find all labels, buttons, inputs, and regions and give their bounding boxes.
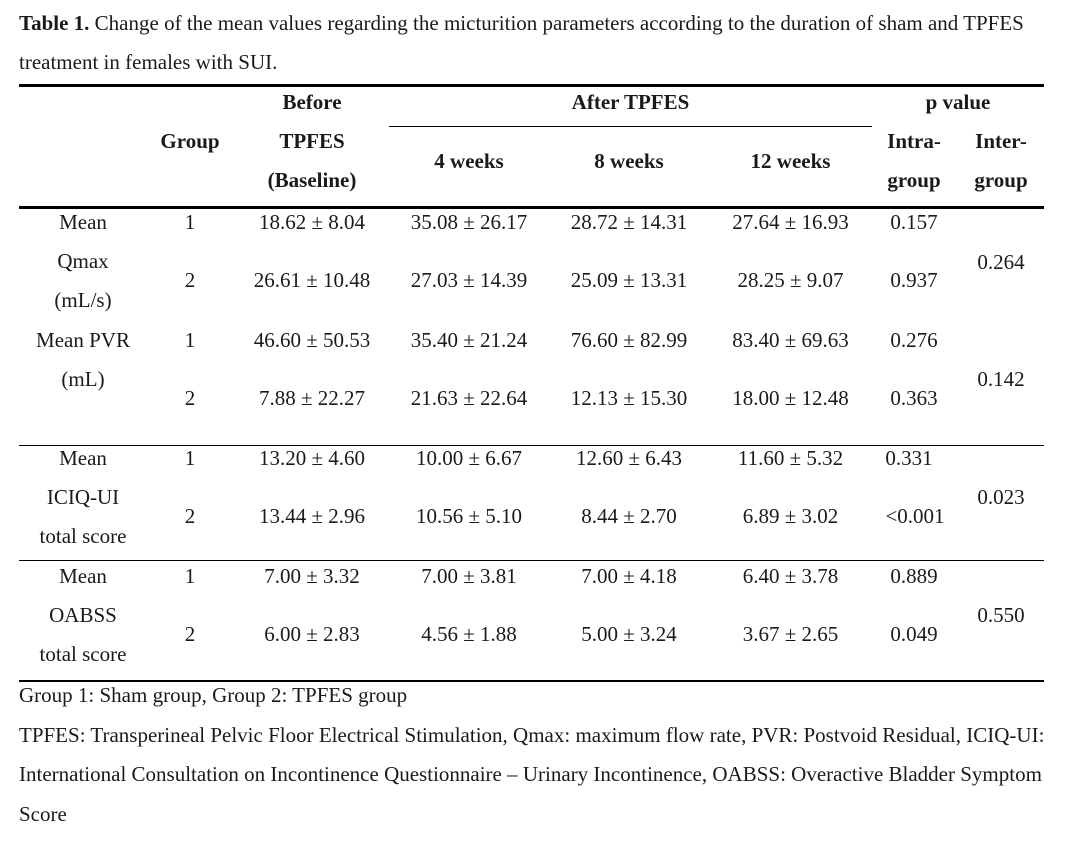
header-8-weeks: 8 weeks xyxy=(594,149,664,173)
table-top-rule xyxy=(19,84,1044,87)
header-intra-line1: Intra- xyxy=(887,129,941,153)
row-label-iciq-line2: ICIQ-UI xyxy=(46,485,120,509)
table-footnotes: Group 1: Sham group, Group 2: TPFES grou… xyxy=(19,676,1049,834)
iciq-g1-baseline: 13.20 ± 4.60 xyxy=(258,446,366,470)
row-label-qmax-line3: (mL/s) xyxy=(54,288,112,312)
header-before-line1: Before xyxy=(282,90,342,114)
oabss-inter: 0.550 xyxy=(977,603,1025,627)
qmax-g2-baseline: 26.61 ± 10.48 xyxy=(253,268,371,292)
pvr-g1-8w: 76.60 ± 82.99 xyxy=(570,328,688,352)
qmax-g2-intra: 0.937 xyxy=(890,268,938,292)
iciq-inter: 0.023 xyxy=(977,485,1025,509)
iciq-g1-intra: 0.331 xyxy=(885,446,933,470)
qmax-inter: 0.264 xyxy=(977,250,1025,274)
caption-text: Change of the mean values regarding the … xyxy=(19,11,1024,74)
pvr-g1-group: 1 xyxy=(184,328,196,352)
iciq-g2-baseline: 13.44 ± 2.96 xyxy=(258,504,366,528)
header-inter-line2: group xyxy=(974,168,1028,192)
footnote-abbreviations: TPFES: Transperineal Pelvic Floor Electr… xyxy=(19,722,1045,826)
qmax-g1-intra: 0.157 xyxy=(890,210,938,234)
iciq-g2-8w: 8.44 ± 2.70 xyxy=(581,504,677,528)
header-group: Group xyxy=(160,129,220,153)
oabss-g2-group: 2 xyxy=(184,622,196,646)
table-caption: Table 1. Change of the mean values regar… xyxy=(19,4,1049,82)
row-label-pvr-line1: Mean PVR xyxy=(36,328,130,352)
after-tpfes-underline xyxy=(389,126,872,127)
row-label-oabss-line1: Mean xyxy=(59,564,107,588)
oabss-g1-intra: 0.889 xyxy=(890,564,938,588)
oabss-g1-4w: 7.00 ± 3.81 xyxy=(421,564,517,588)
oabss-g2-8w: 5.00 ± 3.24 xyxy=(581,622,677,646)
oabss-g2-4w: 4.56 ± 1.88 xyxy=(421,622,517,646)
header-before-line3: (Baseline) xyxy=(267,168,357,192)
pvr-g2-8w: 12.13 ± 15.30 xyxy=(570,386,688,410)
section-divider-2 xyxy=(19,560,1044,561)
row-label-qmax-line2: Qmax xyxy=(57,249,109,273)
iciq-g1-8w: 12.60 ± 6.43 xyxy=(575,446,683,470)
pvr-g1-intra: 0.276 xyxy=(890,328,938,352)
pvr-g1-12w: 83.40 ± 69.63 xyxy=(732,328,849,352)
oabss-g1-8w: 7.00 ± 4.18 xyxy=(581,564,677,588)
pvr-g1-baseline: 46.60 ± 50.53 xyxy=(253,328,371,352)
oabss-g2-baseline: 6.00 ± 2.83 xyxy=(264,622,360,646)
header-p-value: p value xyxy=(925,90,991,114)
header-after-tpfes: After TPFES xyxy=(571,90,690,114)
header-intra-line2: group xyxy=(887,168,941,192)
row-label-qmax-line1: Mean xyxy=(59,210,107,234)
header-4-weeks: 4 weeks xyxy=(434,149,504,173)
iciq-g1-12w: 11.60 ± 5.32 xyxy=(737,446,844,470)
qmax-g1-group: 1 xyxy=(184,210,196,234)
qmax-g1-8w: 28.72 ± 14.31 xyxy=(570,210,688,234)
row-label-iciq-line3: total score xyxy=(39,524,127,548)
section-divider-1 xyxy=(19,445,1044,446)
iciq-g2-12w: 6.89 ± 3.02 xyxy=(742,504,839,528)
pvr-g2-group: 2 xyxy=(184,386,196,410)
table-bottom-rule xyxy=(19,680,1044,682)
pvr-g2-4w: 21.63 ± 22.64 xyxy=(410,386,528,410)
row-label-oabss-line2: OABSS xyxy=(49,603,117,627)
row-label-oabss-line3: total score xyxy=(39,642,127,666)
iciq-g1-4w: 10.00 ± 6.67 xyxy=(415,446,523,470)
pvr-g2-baseline: 7.88 ± 22.27 xyxy=(258,386,366,410)
qmax-g2-4w: 27.03 ± 14.39 xyxy=(410,268,528,292)
pvr-g2-12w: 18.00 ± 12.48 xyxy=(732,386,849,410)
iciq-g2-group: 2 xyxy=(184,504,196,528)
pvr-inter: 0.142 xyxy=(977,367,1025,391)
header-before-line2: TPFES xyxy=(279,129,345,153)
oabss-g1-12w: 6.40 ± 3.78 xyxy=(742,564,839,588)
pvr-g2-intra: 0.363 xyxy=(890,386,938,410)
oabss-g2-12w: 3.67 ± 2.65 xyxy=(742,622,839,646)
iciq-g2-4w: 10.56 ± 5.10 xyxy=(415,504,523,528)
qmax-g2-group: 2 xyxy=(184,268,196,292)
qmax-g1-baseline: 18.62 ± 8.04 xyxy=(258,210,366,234)
qmax-g2-8w: 25.09 ± 13.31 xyxy=(570,268,688,292)
footnote-groups: Group 1: Sham group, Group 2: TPFES grou… xyxy=(19,683,408,707)
iciq-g1-group: 1 xyxy=(184,446,196,470)
qmax-g1-12w: 27.64 ± 16.93 xyxy=(732,210,849,234)
qmax-g1-4w: 35.08 ± 26.17 xyxy=(410,210,528,234)
oabss-g1-group: 1 xyxy=(184,564,196,588)
header-inter-line1: Inter- xyxy=(975,129,1027,153)
row-label-iciq-line1: Mean xyxy=(59,446,107,470)
oabss-g2-intra: 0.049 xyxy=(890,622,938,646)
table-label: Table 1. xyxy=(19,11,90,35)
row-label-pvr-line2: (mL) xyxy=(61,367,105,391)
pvr-g1-4w: 35.40 ± 21.24 xyxy=(410,328,528,352)
iciq-g2-intra: <0.001 xyxy=(885,504,945,528)
oabss-g1-baseline: 7.00 ± 3.32 xyxy=(264,564,360,588)
qmax-g2-12w: 28.25 ± 9.07 xyxy=(737,268,844,292)
header-12-weeks: 12 weeks xyxy=(750,149,831,173)
header-bottom-rule xyxy=(19,206,1044,209)
